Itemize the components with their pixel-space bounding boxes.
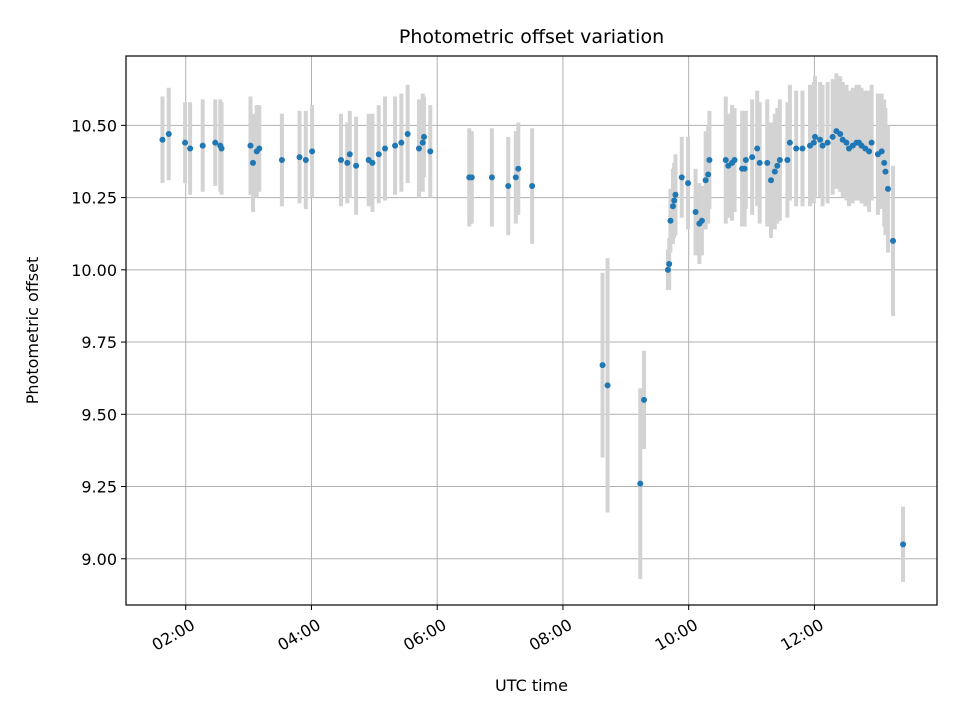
data-point (382, 145, 389, 152)
data-point (637, 480, 644, 487)
data-point (817, 136, 824, 143)
data-point (468, 174, 475, 181)
data-point (667, 217, 674, 224)
y-tick-label: 10.00 (71, 261, 117, 280)
data-point (187, 145, 194, 152)
data-point (768, 177, 775, 184)
data-point (771, 168, 778, 175)
data-point (415, 145, 422, 152)
data-point (698, 217, 705, 224)
data-point (810, 139, 817, 146)
data-point (353, 162, 360, 169)
y-tick-label: 9.00 (81, 550, 117, 569)
data-point (218, 145, 225, 152)
data-point (338, 157, 345, 164)
data-point (812, 133, 819, 140)
data-point (819, 142, 826, 149)
data-point (419, 139, 426, 146)
data-point (664, 266, 671, 273)
data-point (793, 145, 800, 152)
data-point (505, 183, 512, 190)
data-point (685, 180, 692, 187)
data-point (392, 142, 399, 149)
data-point (375, 151, 382, 158)
data-point (756, 159, 763, 166)
data-point (515, 165, 522, 172)
data-point (641, 396, 648, 403)
data-point (731, 157, 738, 164)
data-point (741, 165, 748, 172)
data-point (427, 148, 434, 155)
data-points (159, 128, 907, 548)
data-point (604, 382, 611, 389)
data-point (249, 159, 256, 166)
y-tick-label: 10.25 (71, 189, 117, 208)
data-point (671, 197, 678, 204)
data-point (212, 139, 219, 146)
data-point (705, 171, 712, 178)
data-point (784, 157, 791, 164)
y-tick-label: 10.50 (71, 116, 117, 135)
data-point (881, 159, 888, 166)
data-point (884, 185, 891, 192)
data-point (278, 157, 285, 164)
data-point (764, 159, 771, 166)
y-axis-ticks: 9.00 9.25 9.50 9.75 10.00 10.25 10.50 (71, 116, 126, 569)
data-point (344, 159, 351, 166)
data-point (754, 145, 761, 152)
grid-lines (126, 56, 937, 605)
data-point (900, 541, 907, 548)
data-point (159, 136, 166, 143)
data-point (776, 157, 783, 164)
y-tick-label: 9.25 (81, 478, 117, 497)
data-point (829, 133, 836, 140)
data-point (692, 209, 699, 216)
data-point (669, 203, 676, 210)
data-point (599, 362, 606, 369)
y-axis-label: Photometric offset (23, 257, 42, 405)
data-point (837, 131, 844, 138)
y-tick-label: 9.75 (81, 333, 117, 352)
data-point (742, 157, 749, 164)
data-point (866, 148, 873, 155)
data-point (398, 139, 405, 146)
data-point (182, 139, 189, 146)
data-point (420, 133, 427, 140)
data-point (346, 151, 353, 158)
data-point (722, 157, 729, 164)
data-point (247, 142, 254, 149)
data-point (165, 131, 172, 138)
data-point (666, 261, 673, 268)
data-point (843, 139, 850, 146)
data-point (774, 162, 781, 169)
data-point (786, 139, 793, 146)
data-point (878, 148, 885, 155)
data-point (702, 177, 709, 184)
data-point (882, 168, 889, 175)
x-axis-label: UTC time (495, 676, 568, 695)
data-point (889, 237, 896, 244)
data-point (706, 157, 713, 164)
chart-title: Photometric offset variation (399, 26, 664, 48)
data-point (749, 154, 756, 161)
data-point (296, 154, 303, 161)
data-point (309, 148, 316, 155)
data-point (678, 174, 685, 181)
data-point (512, 174, 519, 181)
data-point (799, 145, 806, 152)
data-point (404, 131, 411, 138)
plot-frame (125, 55, 938, 606)
data-point (672, 191, 679, 198)
data-point (256, 145, 263, 152)
data-point (199, 142, 206, 149)
data-point (369, 159, 376, 166)
data-point (302, 157, 309, 164)
y-tick-label: 9.50 (81, 405, 117, 424)
data-point (824, 139, 831, 146)
data-point (529, 183, 536, 190)
data-point (488, 174, 495, 181)
data-point (868, 139, 875, 146)
